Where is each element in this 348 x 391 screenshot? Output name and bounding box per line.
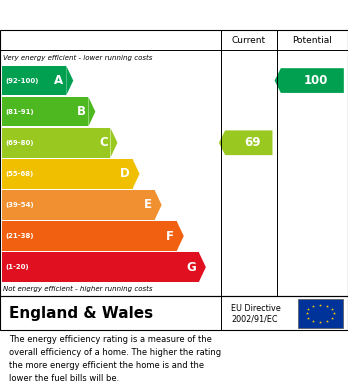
Text: (21-38): (21-38) (5, 233, 34, 239)
Bar (2, 190, 155, 220)
Text: England & Wales: England & Wales (9, 306, 153, 321)
Polygon shape (133, 159, 140, 188)
Bar (2, 253, 199, 282)
Text: D: D (120, 167, 130, 180)
Bar (298, 299, 343, 328)
Polygon shape (66, 66, 73, 95)
Text: (39-54): (39-54) (5, 202, 34, 208)
Text: Potential: Potential (292, 36, 332, 45)
Text: Current: Current (232, 36, 266, 45)
Polygon shape (155, 190, 161, 220)
Bar (2, 66, 66, 95)
Text: G: G (186, 261, 196, 274)
Bar (2, 221, 177, 251)
Text: C: C (99, 136, 108, 149)
Text: 100: 100 (303, 74, 328, 87)
Text: Very energy efficient - lower running costs: Very energy efficient - lower running co… (3, 55, 153, 61)
Text: 2002/91/EC: 2002/91/EC (231, 315, 278, 324)
Bar (2, 97, 88, 126)
Bar (2, 159, 133, 188)
Polygon shape (111, 128, 118, 158)
Text: Not energy efficient - higher running costs: Not energy efficient - higher running co… (3, 286, 153, 292)
Polygon shape (88, 97, 95, 126)
Text: 69: 69 (244, 136, 261, 149)
Text: (1-20): (1-20) (5, 264, 29, 270)
Text: Energy Efficiency Rating: Energy Efficiency Rating (9, 8, 211, 23)
Text: F: F (166, 230, 174, 242)
Polygon shape (275, 68, 344, 93)
Text: B: B (77, 105, 86, 118)
Text: (81-91): (81-91) (5, 109, 34, 115)
Bar (2, 128, 111, 158)
Text: A: A (54, 74, 63, 87)
Text: (55-68): (55-68) (5, 171, 33, 177)
Polygon shape (177, 221, 184, 251)
Polygon shape (219, 130, 272, 155)
Text: E: E (144, 199, 152, 212)
Polygon shape (199, 253, 206, 282)
Text: EU Directive: EU Directive (231, 303, 281, 312)
Text: (69-80): (69-80) (5, 140, 34, 146)
Text: The energy efficiency rating is a measure of the
overall efficiency of a home. T: The energy efficiency rating is a measur… (9, 335, 221, 383)
Text: (92-100): (92-100) (5, 77, 39, 84)
